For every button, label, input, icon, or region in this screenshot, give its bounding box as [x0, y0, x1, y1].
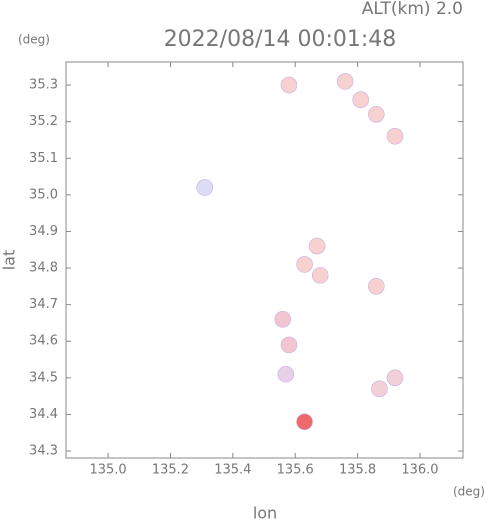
- echo-point: [311, 267, 329, 284]
- echo-point: [296, 413, 313, 431]
- y-tick-label: 34.7: [29, 297, 58, 312]
- y-tick-label: 35.2: [29, 114, 58, 129]
- echo-point: [371, 380, 388, 398]
- echo-point: [280, 336, 298, 354]
- echo-point: [274, 310, 292, 328]
- echo-point: [308, 237, 326, 255]
- x-tick-label: 135.0: [89, 463, 126, 478]
- chart-title: 2022/08/14 00:01:48: [164, 27, 397, 52]
- x-tick-label: 135.2: [152, 463, 189, 478]
- y-tick-label: 34.3: [29, 444, 58, 459]
- y-tick-label: 35.1: [29, 151, 58, 166]
- x-axis-label: lon: [253, 504, 277, 522]
- y-tick-label: 35.3: [29, 78, 58, 93]
- echo-point: [386, 369, 404, 387]
- echo-point: [296, 256, 313, 273]
- y-tick-label: 34.4: [29, 407, 58, 422]
- x-tick-label: 135.6: [277, 463, 314, 478]
- y-tick-label: 34.6: [29, 334, 58, 349]
- echo-point: [196, 179, 214, 196]
- y-axis-label: lat: [0, 250, 19, 271]
- echo-point: [386, 127, 404, 145]
- x-tick-label: 135.8: [339, 463, 376, 478]
- echo-point: [336, 73, 354, 90]
- y-tick-label: 34.5: [29, 370, 58, 385]
- echo-point: [277, 365, 295, 383]
- y-tick-label: 34.9: [29, 224, 58, 239]
- y-tick-label: 35.0: [29, 187, 58, 202]
- x-tick-label: 135.4: [214, 463, 251, 478]
- y-tick-label: 34.8: [29, 261, 58, 276]
- echo-point: [368, 278, 385, 295]
- subtitle: ALT(km) 2.0: [362, 0, 463, 19]
- plot-frame: [65, 61, 464, 459]
- y-unit: (deg): [18, 33, 50, 47]
- x-tick-label: 136.0: [401, 463, 438, 478]
- echo-point: [368, 106, 385, 123]
- echo-point: [280, 76, 298, 94]
- echo-point: [352, 91, 370, 108]
- x-unit: (deg): [453, 485, 485, 499]
